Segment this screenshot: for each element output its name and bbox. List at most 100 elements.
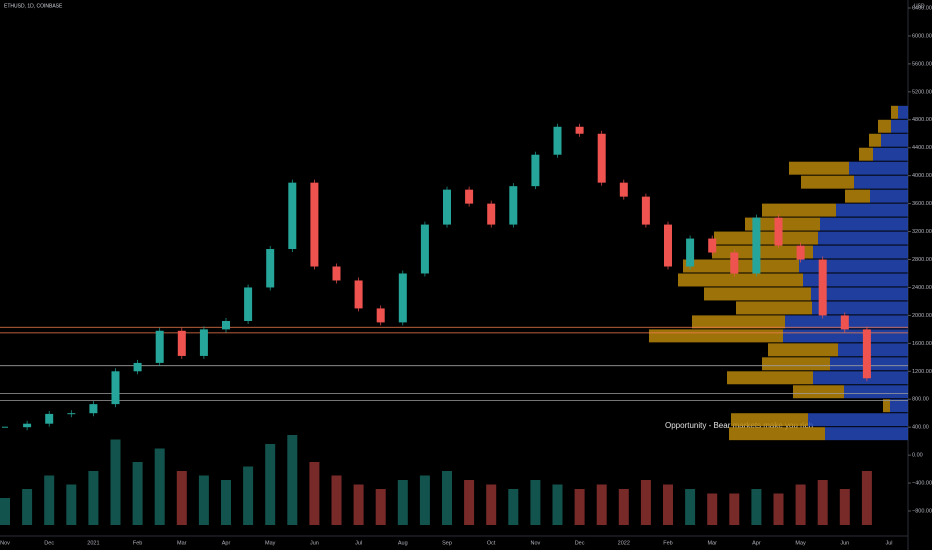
candle [45, 413, 54, 424]
candle [840, 315, 849, 330]
y-tick-label: −400.00 [912, 481, 932, 487]
profile-up [789, 161, 849, 175]
candle [796, 245, 805, 260]
candle [354, 280, 363, 309]
candle [111, 371, 120, 405]
profile-down [811, 287, 908, 301]
y-axis-label: USD [914, 3, 925, 9]
profile-down [825, 427, 908, 441]
profile-down [898, 105, 908, 119]
profile-up [762, 203, 836, 217]
profile-up [878, 119, 891, 133]
volume-bar [596, 484, 607, 525]
volume-bar [839, 489, 850, 525]
profile-down [890, 399, 908, 413]
x-tick-label: Mar [177, 540, 187, 546]
profile-up [727, 371, 813, 385]
candle [222, 320, 230, 330]
x-tick-label: Oct [487, 540, 496, 546]
profile-up [801, 175, 854, 189]
volume-bar [44, 475, 55, 525]
y-tick-label: 3200.00 [912, 229, 932, 235]
volume-bar [751, 489, 762, 525]
profile-up [762, 357, 830, 371]
candle [818, 259, 827, 316]
candle [398, 273, 407, 323]
y-tick-label: 1600.00 [912, 341, 932, 347]
volume-bar [309, 462, 320, 525]
profile-down [870, 189, 908, 203]
x-tick-label: Jun [310, 540, 319, 546]
candle [641, 196, 650, 225]
volume-bar [574, 489, 585, 525]
profile-down [820, 217, 908, 231]
volume-bar [552, 484, 563, 525]
chart-title: ETHUSD, 1D, COINBASE [4, 3, 63, 9]
profile-down [803, 273, 908, 287]
x-tick-label: Nov [531, 540, 541, 546]
candle [420, 224, 429, 274]
profile-down [891, 119, 908, 133]
x-tick-label: Feb [663, 540, 672, 546]
y-tick-label: 2800.00 [912, 257, 932, 263]
volume-bar [0, 498, 10, 525]
candle [332, 266, 341, 281]
profile-down [881, 133, 908, 147]
volume-bar [221, 480, 231, 525]
candle [67, 413, 76, 415]
profile-down [849, 161, 908, 175]
x-tick-label: May [795, 540, 806, 546]
profile-up [704, 287, 811, 301]
candle [509, 186, 518, 225]
volume-bar [110, 439, 121, 525]
x-tick-label: Jun [840, 540, 849, 546]
y-tick-label: 4800.00 [912, 117, 932, 123]
candle [133, 362, 142, 372]
profile-down [854, 175, 908, 189]
candle [266, 249, 275, 288]
candle [199, 329, 208, 356]
volume-bar [663, 484, 673, 525]
candle [862, 329, 871, 379]
volume-bar [243, 466, 254, 525]
profile-down [844, 385, 908, 399]
profile-up [768, 343, 838, 357]
candle [664, 224, 672, 267]
y-tick-label: 6000.00 [912, 33, 932, 39]
candle [752, 217, 761, 274]
profile-up [793, 385, 844, 399]
y-tick-label: −800.00 [912, 508, 932, 514]
x-tick-label: Aug [398, 540, 408, 546]
profile-down [812, 301, 908, 315]
candle [531, 154, 540, 187]
volume-bar [773, 493, 784, 525]
profile-up [891, 105, 898, 119]
y-tick-label: 4000.00 [912, 173, 932, 179]
volume-bar [640, 480, 651, 525]
profile-up [845, 189, 870, 203]
volume-bar [397, 480, 408, 525]
volume-bar [729, 493, 740, 525]
candle [443, 189, 451, 225]
volume-bar [331, 475, 342, 525]
profile-up [714, 231, 818, 245]
candle [619, 182, 628, 197]
profile-up [683, 259, 799, 273]
candle [597, 133, 606, 183]
profile-down [838, 343, 908, 357]
y-tick-label: 4400.00 [912, 145, 932, 151]
volume-bar [375, 489, 386, 525]
volume-bar [508, 489, 519, 525]
profile-up [736, 301, 812, 315]
x-tick-label: Apr [752, 540, 761, 546]
x-tick-label: 2021 [87, 540, 99, 546]
x-tick-label: Dec [575, 540, 585, 546]
candle [376, 308, 385, 323]
candle [244, 287, 253, 321]
profile-up [692, 315, 785, 329]
candle [177, 330, 186, 356]
profile-down [836, 203, 908, 217]
candle [730, 252, 739, 274]
volume-bar [265, 444, 276, 525]
